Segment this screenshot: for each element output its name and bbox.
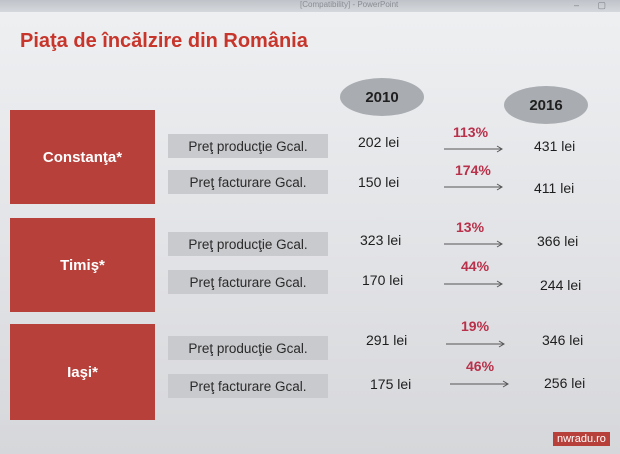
arrow-right-icon [450, 380, 509, 388]
label-facturare: Preţ facturare Gcal. [168, 170, 328, 194]
value-2010: 175 lei [370, 376, 412, 392]
watermark: nwradu.ro [553, 432, 610, 446]
value-2010: 291 lei [366, 332, 408, 348]
value-2016: 366 lei [537, 233, 579, 249]
value-2010: 150 lei [358, 174, 400, 190]
value-2016: 411 lei [534, 180, 575, 196]
arrow-right-icon [444, 145, 503, 153]
percent-change: 19% [461, 318, 490, 334]
arrow-right-icon [444, 240, 503, 248]
value-2010: 170 lei [362, 272, 404, 288]
region-iasi: Iaşi* [10, 324, 155, 420]
year-badge-2010: 2010 [340, 78, 424, 116]
window-title: [Compatibility] - PowerPoint [300, 0, 399, 9]
region-constanta: Constanţa* [10, 110, 155, 204]
arrow-right-icon [444, 280, 503, 288]
arrow-right-icon [446, 340, 505, 348]
window-controls[interactable]: – ▢ [573, 0, 614, 10]
value-2016: 244 lei [540, 277, 582, 293]
region-timis: Timiş* [10, 218, 155, 312]
value-2016: 256 lei [544, 375, 586, 391]
label-productie: Preţ producţie Gcal. [168, 134, 328, 158]
percent-change: 113% [453, 124, 489, 140]
label-productie: Preţ producţie Gcal. [168, 336, 328, 360]
label-productie: Preţ producţie Gcal. [168, 232, 328, 256]
value-2016: 431 lei [534, 138, 576, 154]
value-2010: 323 lei [360, 232, 402, 248]
percent-change: 46% [466, 358, 495, 374]
value-2016: 346 lei [542, 332, 584, 348]
window-title-bar: [Compatibility] - PowerPoint – ▢ [0, 0, 620, 12]
percent-change: 13% [456, 219, 485, 235]
year-badge-2016: 2016 [504, 86, 588, 124]
percent-change: 44% [461, 258, 490, 274]
slide-title: Piaţa de încălzire din România [20, 30, 308, 52]
label-facturare: Preţ facturare Gcal. [168, 270, 328, 294]
arrow-right-icon [444, 183, 503, 191]
label-facturare: Preţ facturare Gcal. [168, 374, 328, 398]
percent-change: 174% [455, 162, 491, 178]
value-2010: 202 lei [358, 134, 400, 150]
